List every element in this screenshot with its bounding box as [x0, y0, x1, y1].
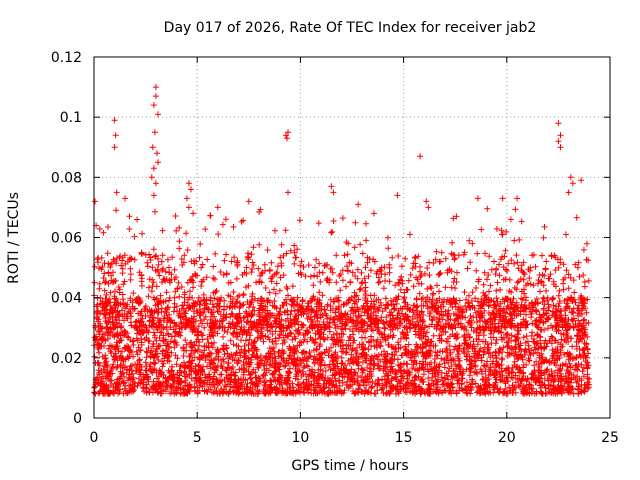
x-tick-label: 0	[90, 430, 99, 446]
y-tick-label: 0.02	[51, 351, 82, 367]
y-tick-label: 0.12	[51, 50, 82, 66]
y-axis-label: ROTI / TECUs	[6, 192, 22, 284]
chart-title: Day 017 of 2026, Rate Of TEC Index for r…	[164, 20, 537, 36]
y-tick-label: 0.06	[51, 231, 82, 247]
x-tick-labels: 0 5 10 15 20 25	[90, 430, 619, 446]
y-tick-label: 0.04	[51, 291, 82, 307]
x-tick-label: 10	[291, 430, 309, 446]
x-tick-label: 20	[498, 430, 516, 446]
x-axis-label: GPS time / hours	[291, 458, 408, 474]
data-points	[91, 84, 593, 397]
x-tick-label: 25	[601, 430, 619, 446]
y-tick-label: 0.08	[51, 170, 82, 186]
x-tick-label: 15	[395, 430, 413, 446]
x-tick-label: 5	[193, 430, 202, 446]
y-tick-label: 0	[73, 411, 82, 427]
y-tick-label: 0.1	[60, 110, 82, 126]
scatter-markers	[91, 84, 593, 397]
axis-ticks	[93, 56, 611, 419]
y-tick-labels: 0 0.02 0.04 0.06 0.08 0.1 0.12	[51, 50, 82, 427]
